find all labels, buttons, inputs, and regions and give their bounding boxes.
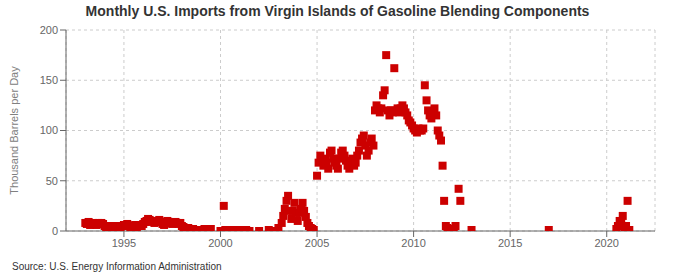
svg-text:150: 150 bbox=[40, 74, 58, 86]
svg-text:2015: 2015 bbox=[498, 237, 522, 249]
svg-text:Thousand Barrels per Day: Thousand Barrels per Day bbox=[8, 66, 20, 195]
svg-text:2005: 2005 bbox=[305, 237, 329, 249]
html-text:Source: U.S. Energy Informatio: Source: U.S. Energy Information Administ… bbox=[12, 261, 222, 272]
svg-text:2000: 2000 bbox=[208, 237, 232, 249]
svg-text:2010: 2010 bbox=[401, 237, 425, 249]
svg-text:2020: 2020 bbox=[594, 237, 618, 249]
svg-text:200: 200 bbox=[40, 24, 58, 36]
html-text:Monthly U.S. Imports from Virg: Monthly U.S. Imports from Virgin Islands… bbox=[85, 3, 590, 19]
svg-text:0: 0 bbox=[52, 225, 58, 237]
svg-text:100: 100 bbox=[40, 124, 58, 136]
svg-text:50: 50 bbox=[46, 175, 58, 187]
svg-text:1995: 1995 bbox=[112, 237, 136, 249]
